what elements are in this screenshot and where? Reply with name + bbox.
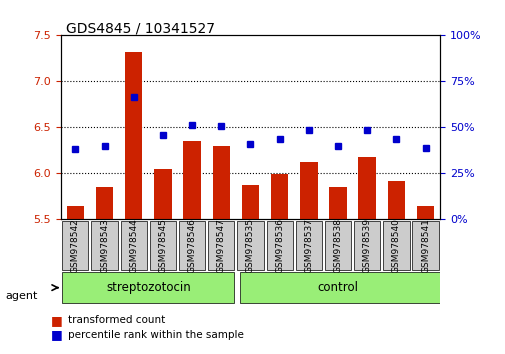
Bar <box>358 157 375 219</box>
Text: GSM978537: GSM978537 <box>304 218 313 273</box>
FancyBboxPatch shape <box>240 273 441 303</box>
FancyBboxPatch shape <box>295 221 321 270</box>
FancyBboxPatch shape <box>324 221 350 270</box>
Text: GSM978545: GSM978545 <box>158 218 167 273</box>
FancyBboxPatch shape <box>383 221 409 270</box>
Text: GSM978541: GSM978541 <box>420 218 429 273</box>
Text: GSM978535: GSM978535 <box>245 218 255 273</box>
Text: GSM978542: GSM978542 <box>71 218 80 273</box>
Bar <box>299 162 317 219</box>
FancyBboxPatch shape <box>62 273 234 303</box>
Text: GSM978547: GSM978547 <box>216 218 225 273</box>
Text: GSM978536: GSM978536 <box>275 218 284 273</box>
Bar <box>329 187 346 219</box>
FancyBboxPatch shape <box>179 221 205 270</box>
Bar <box>67 206 84 219</box>
FancyBboxPatch shape <box>120 221 146 270</box>
Bar <box>95 187 113 219</box>
FancyBboxPatch shape <box>354 221 380 270</box>
FancyBboxPatch shape <box>62 221 88 270</box>
Text: GSM978543: GSM978543 <box>100 218 109 273</box>
FancyBboxPatch shape <box>91 221 118 270</box>
FancyBboxPatch shape <box>412 221 438 270</box>
Bar <box>416 206 433 219</box>
Text: streptozotocin: streptozotocin <box>106 281 190 294</box>
Text: GSM978544: GSM978544 <box>129 218 138 273</box>
Text: control: control <box>317 281 358 294</box>
Bar <box>270 175 288 219</box>
FancyBboxPatch shape <box>149 221 176 270</box>
Bar <box>212 146 230 219</box>
Text: GSM978540: GSM978540 <box>391 218 400 273</box>
Bar <box>125 52 142 219</box>
Text: ■: ■ <box>50 314 62 327</box>
Text: percentile rank within the sample: percentile rank within the sample <box>68 330 244 339</box>
Text: GSM978546: GSM978546 <box>187 218 196 273</box>
Bar <box>183 141 200 219</box>
Text: GDS4845 / 10341527: GDS4845 / 10341527 <box>66 21 214 35</box>
Text: GSM978539: GSM978539 <box>362 218 371 273</box>
Text: agent: agent <box>5 291 37 301</box>
Bar <box>241 185 259 219</box>
Text: GSM978538: GSM978538 <box>333 218 342 273</box>
Bar <box>154 169 171 219</box>
FancyBboxPatch shape <box>237 221 263 270</box>
FancyBboxPatch shape <box>208 221 234 270</box>
Text: ■: ■ <box>50 328 62 341</box>
Text: transformed count: transformed count <box>68 315 165 325</box>
FancyBboxPatch shape <box>266 221 292 270</box>
Bar <box>387 181 405 219</box>
